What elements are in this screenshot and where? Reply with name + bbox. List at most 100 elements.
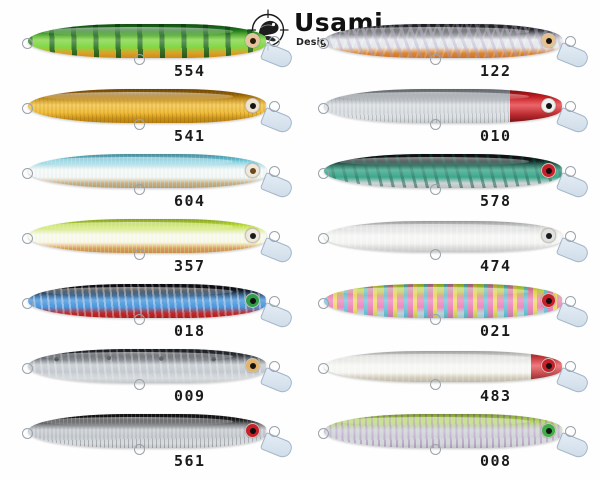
lure-pattern [28, 284, 266, 318]
lure-body [28, 414, 266, 448]
lure-pattern [324, 284, 562, 318]
lure-541[interactable] [6, 83, 295, 135]
lure-gloss [42, 287, 233, 297]
lure-row[interactable]: 604 [6, 148, 298, 213]
lure-shading [28, 284, 266, 318]
lure-008[interactable] [302, 408, 591, 460]
lure-head [232, 284, 295, 330]
lure-column-left: 554 541 604 357 018 009 561 [6, 18, 298, 476]
lure-pupil [545, 102, 552, 109]
lure-body [324, 154, 562, 188]
lure-483[interactable] [302, 343, 591, 395]
split-ring-belly-icon [134, 444, 145, 455]
split-ring-nose-icon [565, 361, 576, 372]
lure-row[interactable]: 122 [302, 18, 594, 83]
split-ring-tail-icon [22, 103, 33, 114]
lure-shading [324, 24, 562, 58]
lure-eye [541, 358, 556, 373]
lure-code-label: 474 [480, 257, 512, 275]
lure-009[interactable] [6, 343, 295, 395]
lure-row[interactable]: 018 [6, 278, 298, 343]
lure-row[interactable]: 009 [6, 343, 298, 408]
lure-pupil [545, 232, 552, 239]
lure-code-label: 122 [480, 62, 512, 80]
lure-eye [245, 293, 260, 308]
split-ring-nose-icon [565, 36, 576, 47]
split-ring-belly-icon [430, 314, 441, 325]
lure-head [528, 219, 591, 265]
lure-row[interactable]: 357 [6, 213, 298, 278]
split-ring-tail-icon [318, 363, 329, 374]
lure-row[interactable]: 541 [6, 83, 298, 148]
lure-body [324, 221, 562, 252]
lure-body [28, 349, 266, 383]
lure-021[interactable] [302, 278, 591, 330]
lure-code-label: 018 [174, 322, 206, 340]
lure-pupil [545, 427, 552, 434]
lure-604[interactable] [6, 148, 295, 200]
split-ring-belly-icon [134, 119, 145, 130]
lure-code-label: 541 [174, 127, 206, 145]
lure-shading [28, 89, 266, 123]
lure-row[interactable]: 483 [302, 343, 594, 408]
lure-shading [28, 219, 266, 253]
split-ring-nose-icon [269, 101, 280, 112]
lure-pupil [249, 232, 256, 239]
lure-018[interactable] [6, 278, 295, 330]
split-ring-tail-icon [318, 428, 329, 439]
lure-357[interactable] [6, 213, 295, 265]
lure-body [28, 89, 266, 123]
lure-body [324, 351, 562, 382]
lure-shading [324, 221, 562, 252]
split-ring-tail-icon [318, 103, 329, 114]
split-ring-belly-icon [430, 54, 441, 65]
lure-eye [245, 163, 260, 178]
lure-body [324, 284, 562, 318]
lure-eye [541, 293, 556, 308]
lure-pattern [324, 221, 562, 252]
lure-head [232, 349, 295, 395]
split-ring-belly-icon [430, 184, 441, 195]
lure-row[interactable]: 474 [302, 213, 594, 278]
lure-code-label: 578 [480, 192, 512, 210]
split-ring-belly-icon [430, 249, 441, 260]
lure-pattern [324, 351, 562, 382]
lure-code-label: 010 [480, 127, 512, 145]
lure-578[interactable] [302, 148, 591, 200]
lure-gloss [338, 157, 529, 167]
split-ring-tail-icon [22, 298, 33, 309]
lure-122[interactable] [302, 18, 591, 70]
lure-shading [324, 154, 562, 188]
lure-554[interactable] [6, 18, 295, 70]
lure-pattern [28, 349, 266, 383]
lure-gloss [42, 222, 233, 232]
lure-head [232, 414, 295, 460]
lure-head [528, 89, 591, 135]
lure-code-label: 009 [174, 387, 206, 405]
lure-code-label: 604 [174, 192, 206, 210]
lure-row[interactable]: 008 [302, 408, 594, 476]
split-ring-tail-icon [22, 428, 33, 439]
split-ring-nose-icon [269, 361, 280, 372]
lure-code-label: 021 [480, 322, 512, 340]
lure-head [232, 24, 295, 70]
lure-pupil [249, 102, 256, 109]
lure-row[interactable]: 010 [302, 83, 594, 148]
split-ring-nose-icon [269, 426, 280, 437]
lure-474[interactable] [302, 213, 591, 265]
lure-body [28, 154, 266, 188]
lure-561[interactable] [6, 408, 295, 460]
lure-010[interactable] [302, 83, 591, 135]
lure-eye [245, 33, 260, 48]
split-ring-tail-icon [318, 168, 329, 179]
split-ring-belly-icon [134, 54, 145, 65]
lure-row[interactable]: 578 [302, 148, 594, 213]
lure-shading [28, 24, 266, 58]
lure-row[interactable]: 021 [302, 278, 594, 343]
split-ring-nose-icon [565, 166, 576, 177]
lure-pattern [28, 414, 266, 448]
lure-eye [541, 33, 556, 48]
lure-row[interactable]: 554 [6, 18, 298, 83]
lure-row[interactable]: 561 [6, 408, 298, 476]
lure-gloss [338, 92, 529, 102]
